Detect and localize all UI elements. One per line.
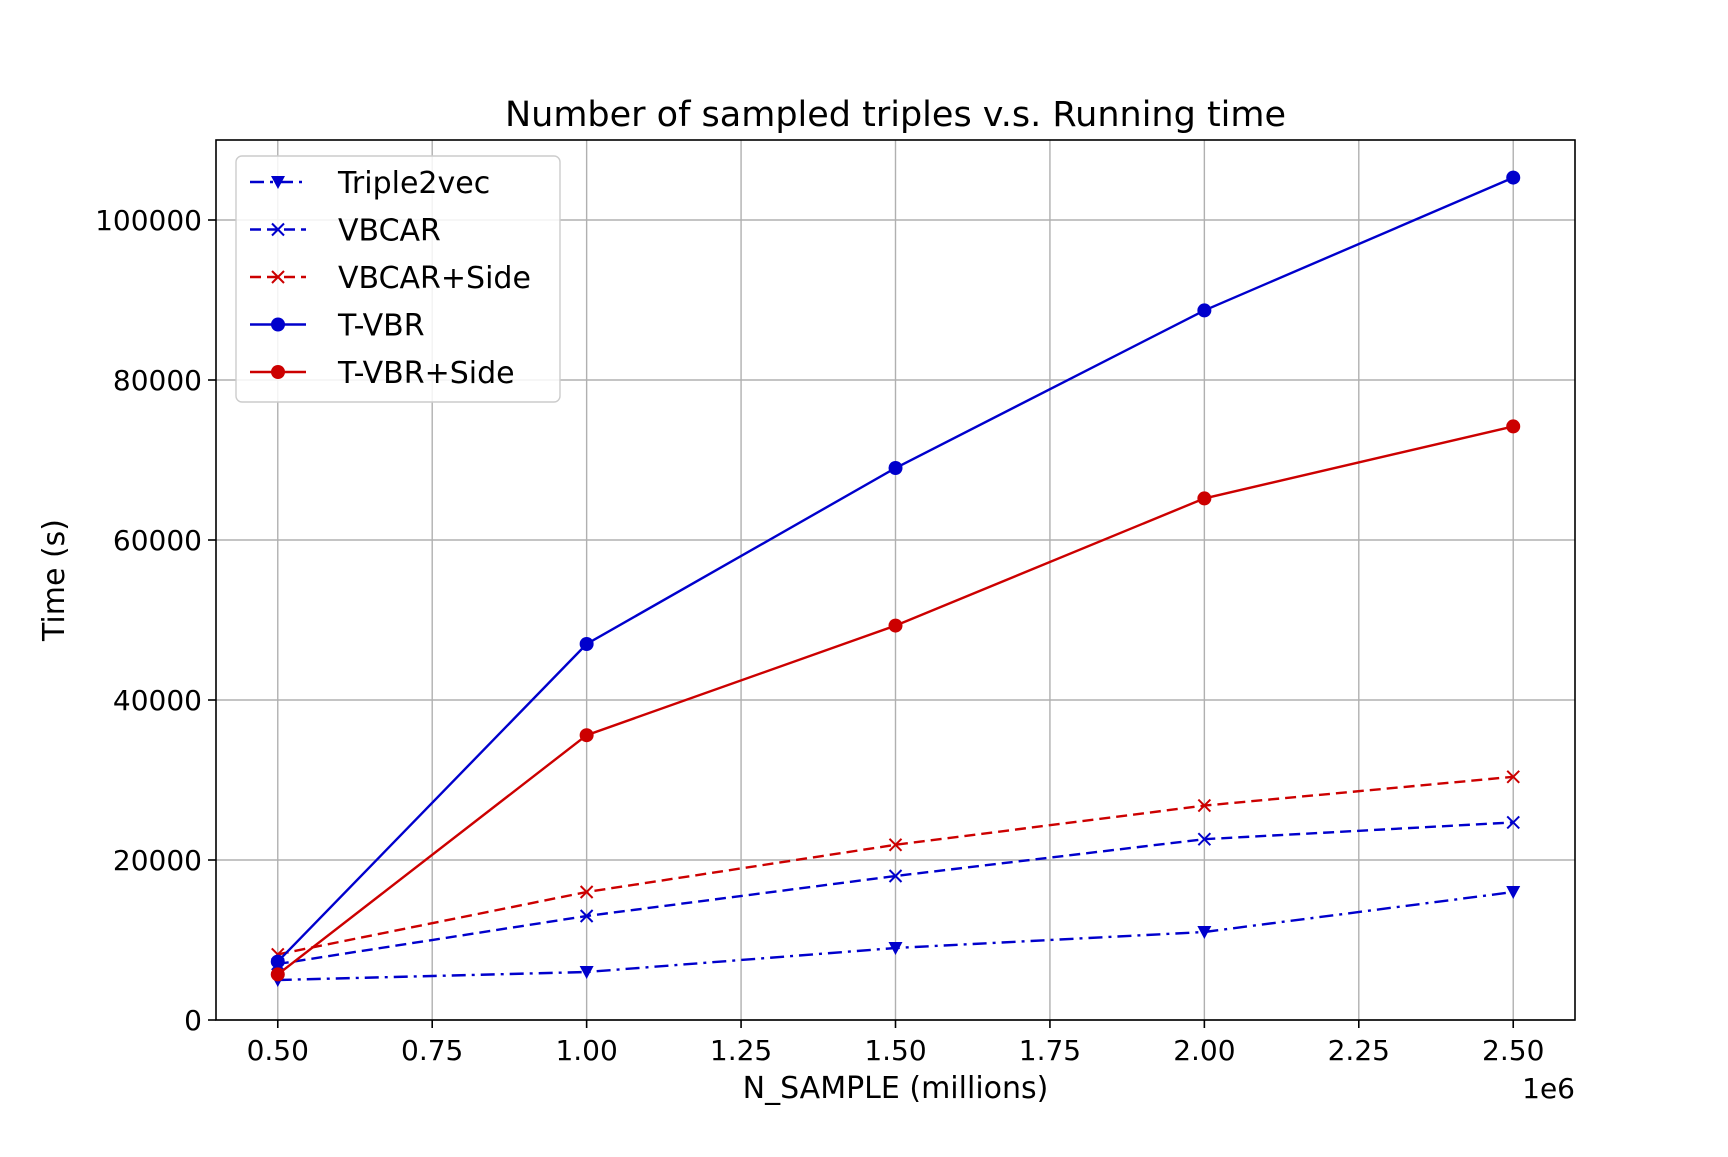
legend-label: T-VBR+Side	[337, 356, 515, 391]
legend-label: VBCAR	[338, 214, 441, 249]
data-point	[270, 967, 285, 982]
x-tick-label: 0.50	[247, 1034, 309, 1067]
data-point	[1197, 832, 1212, 846]
y-tick-label: 80000	[113, 364, 202, 397]
data-point	[1197, 303, 1212, 318]
x-tick-label: 1.50	[864, 1034, 926, 1067]
legend-item: VBCAR+Side	[250, 261, 531, 296]
x-axis-label: N_SAMPLE (millions)	[743, 1071, 1049, 1106]
data-point	[888, 838, 903, 852]
x-axis-offset-label: 1e6	[1522, 1072, 1575, 1105]
data-point	[579, 909, 594, 923]
data-point	[1506, 170, 1521, 185]
data-point	[1506, 815, 1520, 830]
series-t-vbr	[270, 170, 1521, 969]
x-tick-label: 0.75	[401, 1034, 463, 1067]
legend-marker	[271, 317, 285, 332]
data-point	[579, 885, 594, 899]
legend-item: VBCAR	[250, 214, 441, 249]
series-triple2vec	[270, 886, 1521, 987]
x-tick-label: 2.25	[1328, 1034, 1390, 1067]
data-point	[1197, 926, 1212, 939]
y-tick-label: 60000	[113, 524, 202, 557]
series-line	[277, 821, 1514, 966]
data-point	[1197, 491, 1212, 506]
legend-marker	[271, 222, 285, 237]
x-tick-label: 2.00	[1173, 1034, 1235, 1067]
legend-marker	[271, 365, 285, 379]
chart-title: Number of sampled triples v.s. Running t…	[505, 95, 1286, 135]
series-line	[277, 775, 1514, 956]
legend-label: Triple2vec	[337, 166, 490, 201]
data-point	[1506, 770, 1520, 784]
y-axis-label: Time (s)	[37, 519, 72, 642]
series-vbcar-side	[271, 770, 1520, 962]
x-tick-label: 1.75	[1019, 1034, 1081, 1067]
legend-item: T-VBR	[250, 309, 425, 344]
legend: Triple2vec VBCAR VBCAR+Side T-VBR T-VBR+Side	[235, 155, 561, 403]
x-tick-label: 1.00	[555, 1034, 617, 1067]
y-tick-label: 100000	[95, 204, 202, 237]
x-tick-label: 2.50	[1482, 1034, 1544, 1067]
data-point	[579, 637, 594, 651]
axis-ticks: 0.50 0.75 1.00 1.25 1.50 1.75 2.00 2.25 2.50 0 200…	[95, 204, 1544, 1067]
series-t-vbr-side	[270, 419, 1521, 982]
data-point	[888, 942, 903, 955]
legend-label: VBCAR+Side	[338, 261, 531, 296]
x-tick-label: 1.25	[710, 1034, 772, 1067]
y-tick-label: 40000	[113, 684, 202, 717]
data-point	[579, 728, 594, 743]
data-point	[888, 461, 903, 475]
legend-item: T-VBR+Side	[250, 356, 515, 391]
data-point	[1197, 798, 1212, 813]
y-tick-label: 0	[184, 1004, 202, 1037]
data-point	[888, 618, 903, 633]
data-point	[1506, 419, 1521, 434]
data-point	[888, 869, 903, 883]
y-tick-label: 20000	[113, 844, 202, 877]
plot-series	[270, 170, 1521, 987]
legend-marker	[271, 270, 285, 284]
data-point	[579, 966, 594, 979]
data-point	[1506, 886, 1521, 899]
legend-box	[235, 155, 561, 403]
legend-item: Triple2vec	[250, 166, 490, 201]
legend-marker	[271, 176, 285, 189]
legend-label: T-VBR	[337, 309, 425, 344]
data-point	[270, 954, 285, 969]
